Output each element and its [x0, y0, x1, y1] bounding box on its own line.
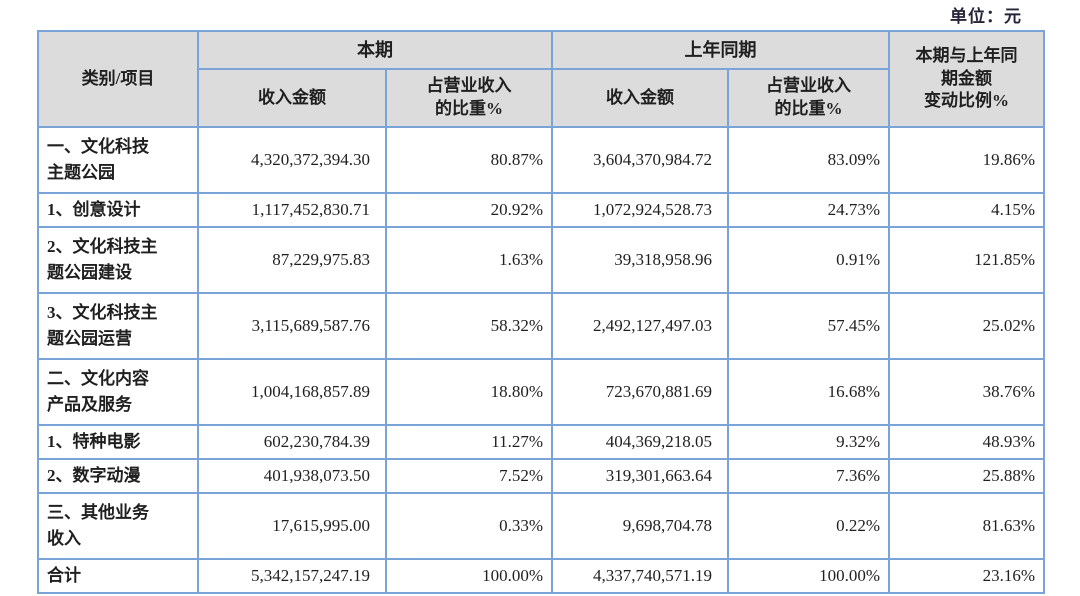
current-share-cell: 20.92%	[385, 192, 553, 228]
category-cell: 三、其他业务 收入	[37, 492, 199, 560]
category-cell: 1、特种电影	[37, 424, 199, 460]
table-row: 2、文化科技主 题公园建设 87,229,975.83 1.63% 39,318…	[37, 226, 1045, 294]
current-share-cell: 11.27%	[385, 424, 553, 460]
current-amount-cell: 401,938,073.50	[197, 458, 387, 494]
header-prior-period: 上年同期	[551, 30, 890, 70]
category-cell: 2、文化科技主 题公园建设	[37, 226, 199, 294]
prior-share-cell: 9.32%	[727, 424, 890, 460]
change-ratio-cell: 48.93%	[888, 424, 1045, 460]
unit-label: 单位：元	[950, 7, 1022, 26]
current-share-cell: 7.52%	[385, 458, 553, 494]
current-amount-cell: 1,117,452,830.71	[197, 192, 387, 228]
category-cell: 1、创意设计	[37, 192, 199, 228]
prior-share-cell: 0.22%	[727, 492, 890, 560]
current-amount-cell: 17,615,995.00	[197, 492, 387, 560]
header-revenue-share-prior: 占营业收入 的比重%	[727, 68, 890, 128]
prior-share-cell: 0.91%	[727, 226, 890, 294]
table-row: 3、文化科技主 题公园运营 3,115,689,587.76 58.32% 2,…	[37, 292, 1045, 360]
prior-share-cell: 100.00%	[727, 558, 890, 594]
current-amount-cell: 4,320,372,394.30	[197, 126, 387, 194]
header-revenue-amount-current: 收入金额	[197, 68, 387, 128]
prior-amount-cell: 319,301,663.64	[551, 458, 729, 494]
current-amount-cell: 3,115,689,587.76	[197, 292, 387, 360]
prior-amount-cell: 2,492,127,497.03	[551, 292, 729, 360]
prior-amount-cell: 1,072,924,528.73	[551, 192, 729, 228]
change-ratio-cell: 25.88%	[888, 458, 1045, 494]
current-share-cell: 18.80%	[385, 358, 553, 426]
category-cell: 2、数字动漫	[37, 458, 199, 494]
table-row: 一、文化科技 主题公园 4,320,372,394.30 80.87% 3,60…	[37, 126, 1045, 194]
current-share-cell: 100.00%	[385, 558, 553, 594]
header-category: 类别/项目	[37, 30, 199, 128]
header-row-sub: 收入金额 占营业收入 的比重% 收入金额 占营业收入 的比重%	[38, 68, 1044, 128]
prior-amount-cell: 4,337,740,571.19	[551, 558, 729, 594]
prior-share-cell: 16.68%	[727, 358, 890, 426]
table-row: 1、创意设计 1,117,452,830.71 20.92% 1,072,924…	[37, 192, 1045, 228]
category-cell: 一、文化科技 主题公园	[37, 126, 199, 194]
change-ratio-cell: 81.63%	[888, 492, 1045, 560]
table-row: 1、特种电影 602,230,784.39 11.27% 404,369,218…	[37, 424, 1045, 460]
current-amount-cell: 87,229,975.83	[197, 226, 387, 294]
change-ratio-cell: 19.86%	[888, 126, 1045, 194]
table-row-total: 合计 5,342,157,247.19 100.00% 4,337,740,57…	[37, 558, 1045, 594]
current-amount-cell: 5,342,157,247.19	[197, 558, 387, 594]
prior-share-cell: 57.45%	[727, 292, 890, 360]
revenue-breakdown-table: 类别/项目 本期 上年同期 本期与上年同 期金额 变动比例% 收入金额 占营业收…	[37, 30, 1045, 594]
prior-amount-cell: 39,318,958.96	[551, 226, 729, 294]
current-amount-cell: 1,004,168,857.89	[197, 358, 387, 426]
header-current-period: 本期	[197, 30, 553, 70]
change-ratio-cell: 23.16%	[888, 558, 1045, 594]
prior-amount-cell: 3,604,370,984.72	[551, 126, 729, 194]
table-row: 三、其他业务 收入 17,615,995.00 0.33% 9,698,704.…	[37, 492, 1045, 560]
header-change-ratio: 本期与上年同 期金额 变动比例%	[888, 30, 1045, 128]
current-amount-cell: 602,230,784.39	[197, 424, 387, 460]
change-ratio-cell: 38.76%	[888, 358, 1045, 426]
change-ratio-cell: 4.15%	[888, 192, 1045, 228]
current-share-cell: 58.32%	[385, 292, 553, 360]
header-revenue-amount-prior: 收入金额	[551, 68, 729, 128]
current-share-cell: 1.63%	[385, 226, 553, 294]
table-row: 二、文化内容 产品及服务 1,004,168,857.89 18.80% 723…	[37, 358, 1045, 426]
category-cell: 二、文化内容 产品及服务	[37, 358, 199, 426]
current-share-cell: 0.33%	[385, 492, 553, 560]
header-row-top: 类别/项目 本期 上年同期 本期与上年同 期金额 变动比例%	[37, 30, 1045, 128]
change-ratio-cell: 121.85%	[888, 226, 1045, 294]
prior-amount-cell: 9,698,704.78	[551, 492, 729, 560]
category-cell: 合计	[37, 558, 199, 594]
change-ratio-cell: 25.02%	[888, 292, 1045, 360]
table-row: 2、数字动漫 401,938,073.50 7.52% 319,301,663.…	[37, 458, 1045, 494]
prior-amount-cell: 723,670,881.69	[551, 358, 729, 426]
current-share-cell: 80.87%	[385, 126, 553, 194]
header-revenue-share-current: 占营业收入 的比重%	[385, 68, 553, 128]
prior-share-cell: 24.73%	[727, 192, 890, 228]
prior-share-cell: 83.09%	[727, 126, 890, 194]
prior-amount-cell: 404,369,218.05	[551, 424, 729, 460]
prior-share-cell: 7.36%	[727, 458, 890, 494]
category-cell: 3、文化科技主 题公园运营	[37, 292, 199, 360]
